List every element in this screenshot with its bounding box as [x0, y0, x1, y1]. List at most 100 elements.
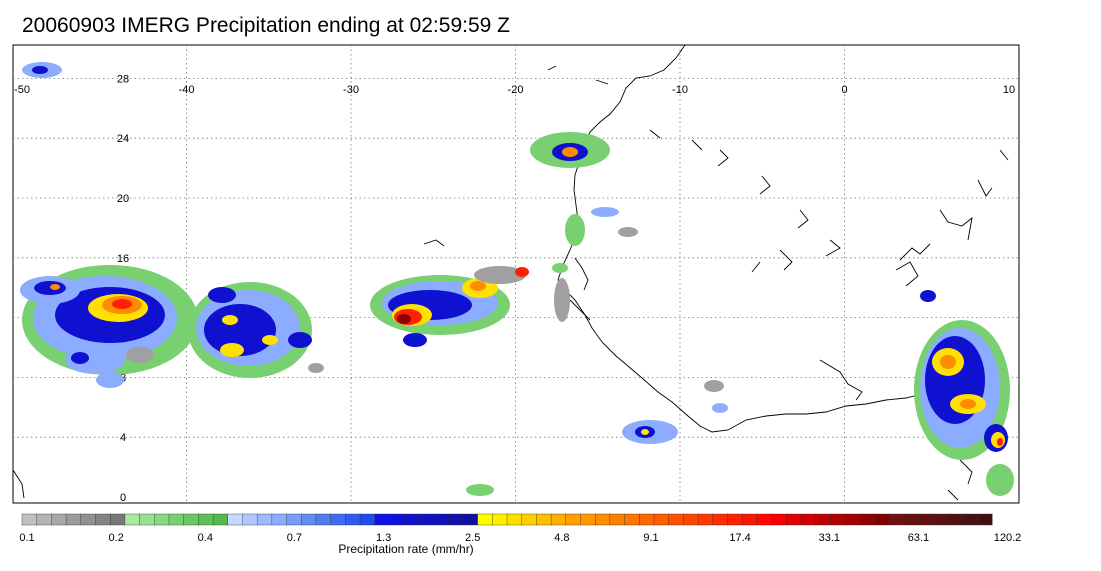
colorbar-swatch	[389, 513, 405, 526]
colorbar-swatch	[653, 513, 670, 526]
colorbar-label: 0.4	[198, 532, 213, 544]
colorbar-swatch	[609, 513, 626, 526]
longitude-labels: -50 -40 -30 -20 -10 0 10	[14, 84, 1015, 96]
coastline	[12, 44, 1009, 501]
colorbar-swatch	[109, 513, 126, 526]
colorbar-swatch	[51, 513, 67, 526]
colorbar-label: 9.1	[643, 532, 658, 544]
colorbar-swatch	[359, 513, 376, 526]
lat-tick-label: 4	[120, 432, 126, 444]
colorbar-swatch	[903, 513, 920, 526]
colorbar-label: 4.8	[554, 532, 569, 544]
graticule	[13, 45, 1019, 503]
lon-tick-label: -30	[343, 84, 359, 96]
lon-tick-label: 10	[1003, 84, 1015, 96]
colorbar-swatch	[315, 513, 332, 526]
precip-cluster-south	[466, 380, 728, 496]
lon-tick-label: -10	[672, 84, 688, 96]
colorbar-swatch	[477, 513, 493, 526]
colorbar-swatch	[301, 513, 317, 526]
colorbar-swatch	[154, 513, 170, 526]
colorbar-swatch	[462, 513, 479, 526]
colorbar-swatch	[506, 513, 523, 526]
colorbar-swatch	[697, 513, 714, 526]
colorbar-swatch	[830, 513, 846, 526]
colorbar-swatch	[712, 513, 728, 526]
precip-cluster-west	[20, 62, 198, 388]
colorbar-swatch	[403, 513, 420, 526]
lat-tick-label: 28	[117, 73, 129, 85]
colorbar-swatch	[874, 513, 890, 526]
precip-cluster-central-west	[188, 282, 324, 378]
colorbar-swatch	[21, 513, 38, 526]
colorbar-swatch	[844, 513, 861, 526]
lon-tick-label: -20	[508, 84, 524, 96]
colorbar-swatch	[756, 513, 773, 526]
colorbar-swatch	[594, 513, 611, 526]
colorbar-swatch	[168, 513, 185, 526]
colorbar-swatch	[330, 513, 346, 526]
colorbar-swatch	[786, 513, 802, 526]
colorbar-swatch	[139, 513, 155, 526]
colorbar-title: Precipitation rate (mm/hr)	[338, 542, 473, 556]
colorbar-swatch	[227, 513, 243, 526]
colorbar	[21, 513, 993, 526]
colorbar-swatch	[36, 513, 52, 526]
lat-tick-label: 24	[117, 133, 129, 145]
lat-tick-label: 0	[120, 492, 126, 504]
colorbar-swatch	[815, 513, 831, 526]
colorbar-swatch	[565, 513, 581, 526]
colorbar-swatch	[977, 513, 993, 526]
colorbar-label: 63.1	[908, 532, 929, 544]
colorbar-swatch	[580, 513, 596, 526]
colorbar-swatch	[550, 513, 567, 526]
precipitation-field	[20, 62, 1014, 496]
map-title: 20060903 IMERG Precipitation ending at 0…	[22, 14, 510, 37]
colorbar-swatch	[492, 513, 508, 526]
lon-tick-label: -40	[179, 84, 195, 96]
colorbar-swatch	[374, 513, 390, 526]
colorbar-swatch	[918, 513, 934, 526]
lon-tick-label: 0	[841, 84, 847, 96]
colorbar-label: 0.1	[19, 532, 34, 544]
colorbar-swatch	[256, 513, 273, 526]
colorbar-swatch	[242, 513, 258, 526]
colorbar-label: 2.5	[465, 532, 480, 544]
colorbar-swatch	[624, 513, 640, 526]
colorbar-swatch	[536, 513, 552, 526]
colorbar-label: 120.2	[994, 532, 1022, 544]
colorbar-swatch	[800, 513, 817, 526]
colorbar-swatch	[65, 513, 82, 526]
colorbar-label: 17.4	[729, 532, 750, 544]
colorbar-swatch	[962, 513, 978, 526]
precip-cluster-central	[370, 263, 568, 347]
precip-cluster-east	[914, 290, 1014, 496]
colorbar-swatch	[521, 513, 537, 526]
colorbar-swatch	[727, 513, 743, 526]
colorbar-swatch	[683, 513, 699, 526]
colorbar-swatch	[639, 513, 655, 526]
colorbar-labels: 0.1 0.2 0.4 0.7 1.3 2.5 4.8 9.1 17.4 33.1 63.1 120.…	[19, 532, 1021, 544]
colorbar-swatch	[741, 513, 758, 526]
colorbar-swatch	[888, 513, 905, 526]
colorbar-swatch	[947, 513, 964, 526]
colorbar-swatch	[124, 513, 141, 526]
colorbar-label: 1.3	[376, 532, 391, 544]
lat-tick-label: 20	[117, 193, 129, 205]
colorbar-label: 0.2	[108, 532, 123, 544]
colorbar-swatch	[95, 513, 111, 526]
colorbar-swatch	[859, 513, 875, 526]
colorbar-swatch	[183, 513, 199, 526]
colorbar-swatch	[212, 513, 229, 526]
colorbar-swatch	[418, 513, 435, 526]
lon-tick-label: -50	[14, 84, 30, 96]
colorbar-label: 0.7	[287, 532, 302, 544]
colorbar-swatch	[345, 513, 361, 526]
precip-cluster-north-coast	[530, 132, 638, 322]
colorbar-swatch	[80, 513, 96, 526]
colorbar-swatch	[448, 513, 464, 526]
colorbar-swatch	[198, 513, 214, 526]
colorbar-label: 33.1	[819, 532, 840, 544]
colorbar-swatch	[933, 513, 949, 526]
